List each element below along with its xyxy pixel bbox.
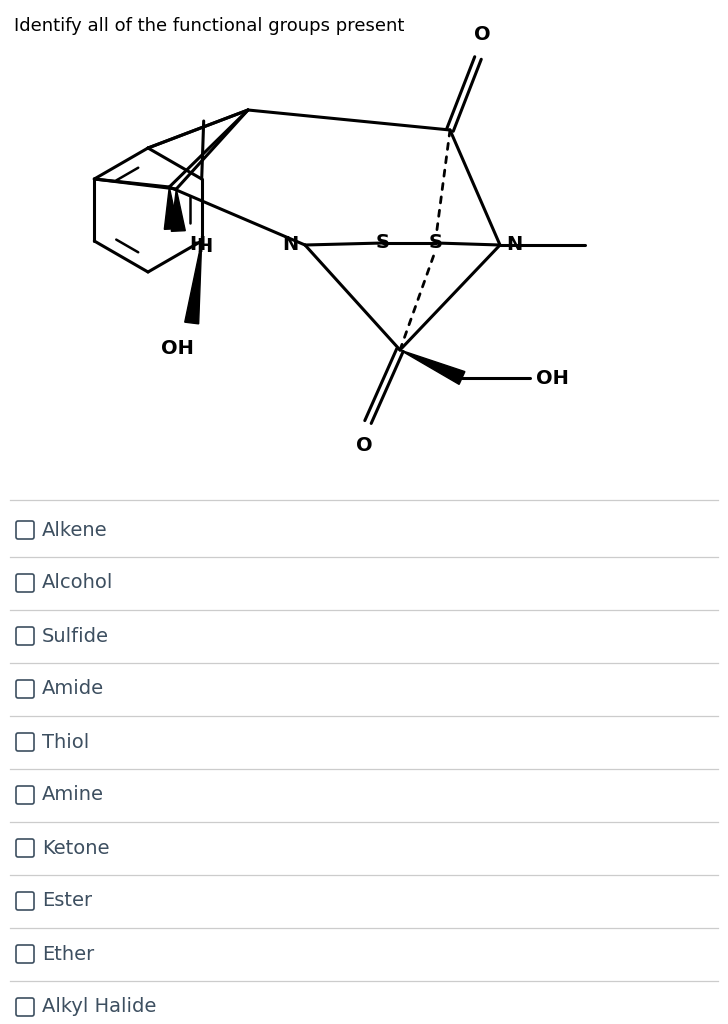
FancyBboxPatch shape <box>16 521 34 539</box>
Text: S: S <box>376 233 390 253</box>
FancyBboxPatch shape <box>16 998 34 1016</box>
Polygon shape <box>165 187 178 229</box>
Text: S: S <box>429 233 443 253</box>
Text: Ester: Ester <box>42 892 92 910</box>
FancyBboxPatch shape <box>16 574 34 592</box>
Text: Identify all of the functional groups present: Identify all of the functional groups pr… <box>14 17 404 35</box>
Text: H: H <box>189 234 205 254</box>
Text: Alcohol: Alcohol <box>42 573 114 593</box>
Text: OH: OH <box>162 339 194 358</box>
Text: Sulfide: Sulfide <box>42 627 109 645</box>
Text: O: O <box>474 25 491 44</box>
FancyBboxPatch shape <box>16 786 34 804</box>
Polygon shape <box>171 189 186 231</box>
Polygon shape <box>185 241 202 324</box>
Text: Thiol: Thiol <box>42 732 90 752</box>
FancyBboxPatch shape <box>16 945 34 963</box>
FancyBboxPatch shape <box>16 680 34 698</box>
Text: H: H <box>197 237 213 256</box>
Text: OH: OH <box>536 369 569 387</box>
Text: Ether: Ether <box>42 944 94 964</box>
FancyBboxPatch shape <box>16 733 34 751</box>
Text: Amine: Amine <box>42 785 104 805</box>
FancyBboxPatch shape <box>16 892 34 910</box>
Text: Amide: Amide <box>42 680 104 698</box>
Text: Alkyl Halide: Alkyl Halide <box>42 997 157 1017</box>
Text: N: N <box>506 236 522 255</box>
Text: N: N <box>282 236 299 255</box>
Text: O: O <box>356 436 372 455</box>
Text: Ketone: Ketone <box>42 839 109 857</box>
FancyBboxPatch shape <box>16 839 34 857</box>
FancyBboxPatch shape <box>16 627 34 645</box>
Polygon shape <box>400 350 465 384</box>
Text: Alkene: Alkene <box>42 520 108 540</box>
